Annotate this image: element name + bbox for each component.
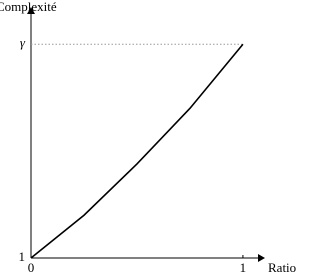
x-tick-label: 1 [240, 260, 247, 275]
x-axis-label: Ratio [268, 260, 296, 275]
chart: Complexité Ratio 1γ0 1 [0, 0, 296, 275]
y-tick-label: 1 [19, 249, 26, 264]
curve [30, 43, 244, 259]
x-tick-label: 0 [28, 260, 35, 275]
y-tick-label: γ [20, 35, 26, 50]
y-axis-label: Complexité [0, 0, 57, 14]
